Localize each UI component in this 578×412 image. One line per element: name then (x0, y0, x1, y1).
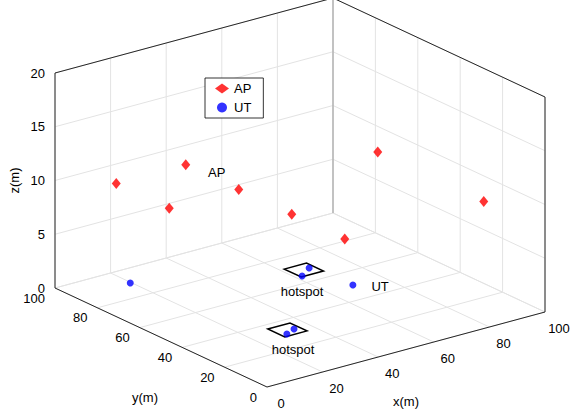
svg-text:5: 5 (38, 227, 45, 242)
svg-text:100: 100 (548, 321, 570, 336)
svg-text:hotspot: hotspot (281, 284, 324, 299)
svg-text:15: 15 (31, 119, 45, 134)
svg-text:x(m): x(m) (393, 394, 419, 409)
svg-text:10: 10 (31, 173, 45, 188)
svg-text:20: 20 (329, 381, 343, 396)
svg-text:80: 80 (496, 336, 510, 351)
svg-text:60: 60 (115, 330, 129, 345)
svg-text:80: 80 (73, 310, 87, 325)
svg-text:UT: UT (234, 100, 251, 115)
svg-text:AP: AP (208, 165, 225, 180)
svg-text:40: 40 (158, 350, 172, 365)
svg-text:40: 40 (385, 366, 399, 381)
svg-text:z(m): z(m) (7, 168, 22, 194)
svg-text:y(m): y(m) (132, 390, 158, 405)
svg-text:20: 20 (31, 66, 45, 81)
svg-text:hotspot: hotspot (272, 342, 315, 357)
svg-text:20: 20 (200, 370, 214, 385)
svg-text:AP: AP (234, 81, 251, 96)
svg-text:0: 0 (250, 390, 257, 405)
svg-text:0: 0 (38, 281, 45, 296)
svg-text:0: 0 (277, 396, 284, 411)
svg-text:100: 100 (23, 290, 45, 306)
svg-text:UT: UT (371, 279, 388, 294)
svg-text:60: 60 (441, 351, 455, 366)
